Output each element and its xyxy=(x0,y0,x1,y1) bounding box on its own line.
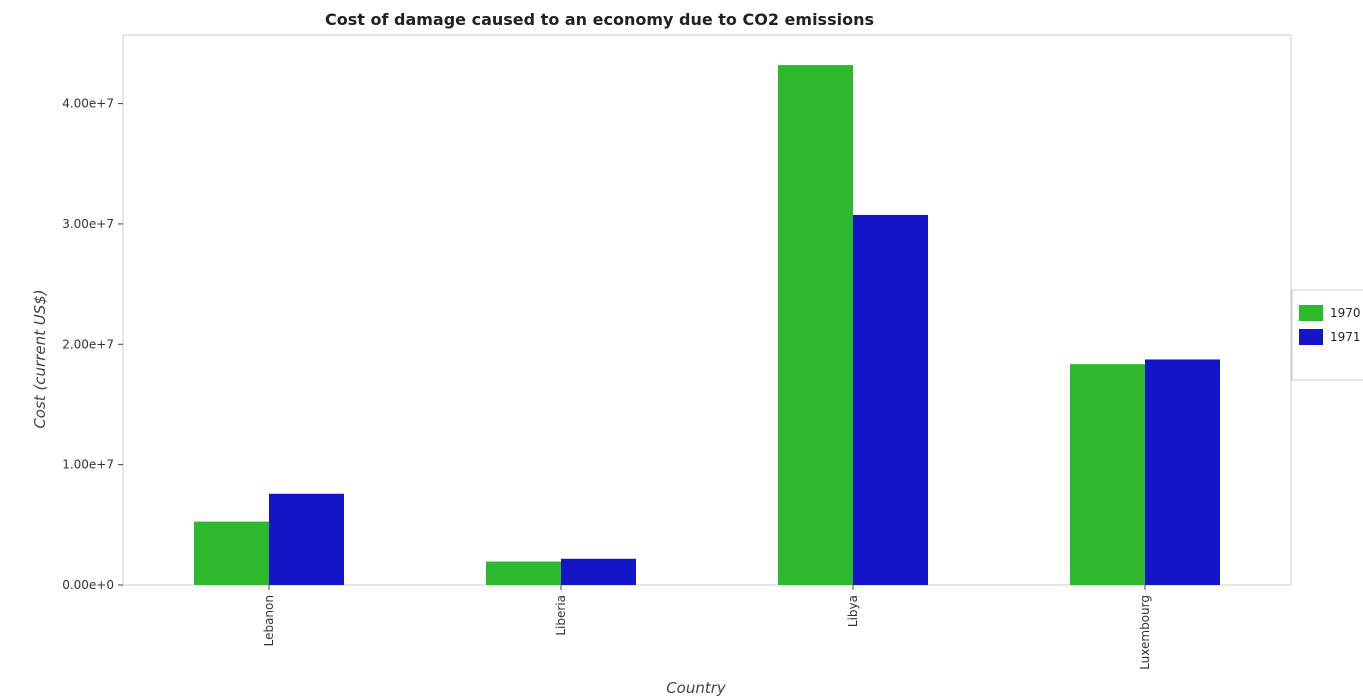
y-tick-label: 2.00e+7 xyxy=(62,337,114,351)
y-tick-label: 1.00e+7 xyxy=(62,458,114,472)
y-ticks-group: 0.00e+0 1.00e+7 2.00e+7 3.00e+7 4.00e+7 xyxy=(62,97,123,592)
x-tick-label: Liberia xyxy=(554,595,568,636)
bar-1971-lebanon xyxy=(269,493,344,585)
x-tick-label: Libya xyxy=(846,595,860,627)
chart-title: Cost of damage caused to an economy due … xyxy=(325,10,874,29)
bar-1970-lebanon xyxy=(194,521,269,585)
x-ticks-group: Lebanon Liberia Libya Luxembourg xyxy=(262,585,1152,670)
plot-area xyxy=(122,34,1292,586)
legend: 1970 1971 xyxy=(1291,289,1363,381)
bar-1971-liberia xyxy=(561,558,636,585)
bar-1970-luxembourg xyxy=(1070,364,1145,585)
y-axis-label: Cost (current US$) xyxy=(31,289,49,428)
legend-swatch-1971 xyxy=(1299,329,1323,345)
bar-1971-libya xyxy=(853,214,928,586)
x-tick-label: Lebanon xyxy=(262,595,276,646)
y-tick-label: 4.00e+7 xyxy=(62,97,114,111)
x-axis-label: Country xyxy=(666,679,727,697)
legend-box xyxy=(1291,289,1363,381)
legend-label-1971: 1971 xyxy=(1330,330,1361,344)
y-tick-label: 0.00e+0 xyxy=(62,578,114,592)
bar-1970-liberia xyxy=(486,561,561,585)
y-tick-label: 3.00e+7 xyxy=(62,217,114,231)
legend-swatch-1970 xyxy=(1299,305,1323,321)
bar-1971-luxembourg xyxy=(1145,359,1220,585)
bars-group xyxy=(194,65,1220,586)
x-tick-label: Luxembourg xyxy=(1138,595,1152,670)
legend-label-1970: 1970 xyxy=(1330,306,1361,320)
bar-1970-libya xyxy=(778,65,853,585)
